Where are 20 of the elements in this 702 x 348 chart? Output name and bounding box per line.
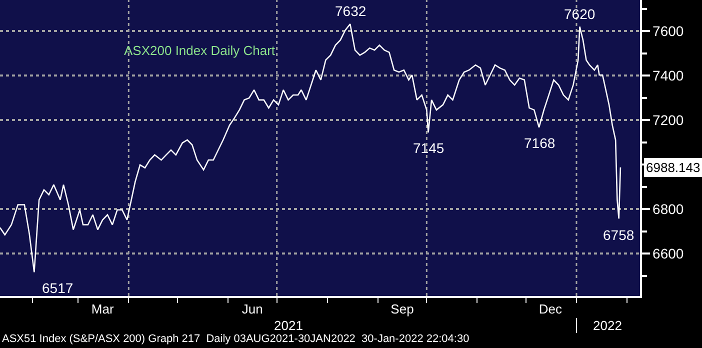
annotation: 6988.143 (646, 160, 700, 175)
y-tick-label: 7400 (652, 68, 684, 84)
text: 2022 (593, 318, 622, 333)
annotation: 7168 (524, 135, 556, 151)
annotation: 6517 (42, 280, 74, 296)
annotation: 6758 (603, 227, 634, 243)
text: ASX51 Index (S&P/ASX 200) Graph 217 Daily 03AUG2021-30JAN2022 30-Jan-2022 22:04:30 (2, 333, 470, 345)
x-tick-label: Jun (242, 301, 263, 316)
y-tick-label: 6800 (652, 201, 684, 218)
y-tick-label: 7200 (652, 112, 684, 128)
text: 2021 (274, 318, 303, 333)
annotation: 7145 (413, 140, 444, 156)
text: ASX200 Index Daily Chart (124, 43, 276, 58)
annotation: 7620 (564, 6, 596, 22)
y-tick-label: 6600 (652, 246, 684, 262)
x-tick-label: Dec (538, 301, 562, 316)
annotation: 7632 (335, 3, 366, 19)
y-tick-label: 7600 (652, 23, 684, 40)
x-tick-label: Sep (390, 301, 414, 316)
x-tick-label: Mar (91, 301, 114, 316)
